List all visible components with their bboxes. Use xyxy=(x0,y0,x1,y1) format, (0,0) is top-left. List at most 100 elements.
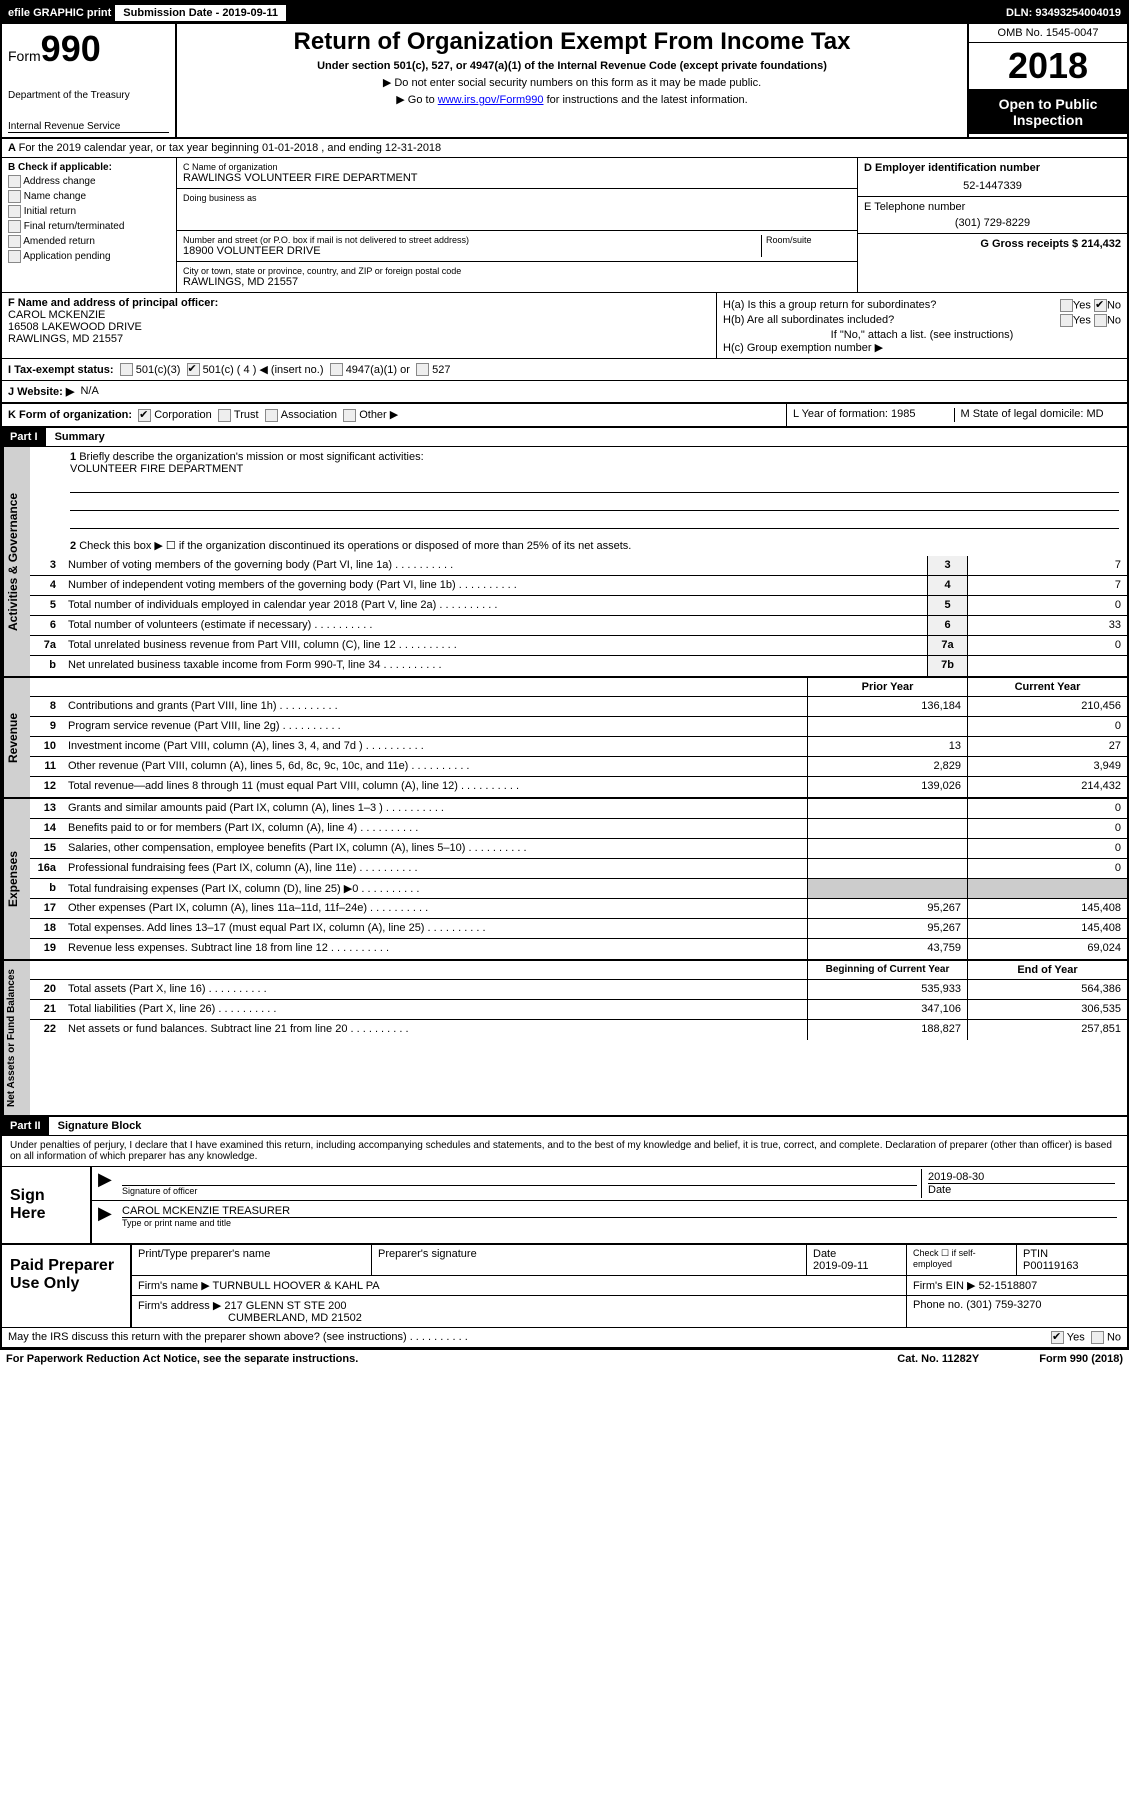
footer: For Paperwork Reduction Act Notice, see … xyxy=(0,1349,1129,1368)
col-c: C Name of organizationRAWLINGS VOLUNTEER… xyxy=(177,158,857,292)
officer-name: CAROL MCKENZIE xyxy=(8,309,710,321)
irs-label: Internal Revenue Service xyxy=(8,121,169,133)
state-domicile: M State of legal domicile: MD xyxy=(955,408,1122,422)
firm-phone: (301) 759-3270 xyxy=(966,1299,1041,1311)
firm-name: TURNBULL HOOVER & KAHL PA xyxy=(213,1280,380,1292)
col-b: B Check if applicable: Address change Na… xyxy=(2,158,177,292)
row-j: J Website: ▶ N/A xyxy=(2,381,1127,404)
instructions-link[interactable]: www.irs.gov/Form990 xyxy=(438,94,544,106)
checkbox-ha-yes[interactable] xyxy=(1060,299,1073,312)
table-row: 17Other expenses (Part IX, column (A), l… xyxy=(30,899,1127,919)
table-row: 3Number of voting members of the governi… xyxy=(30,556,1127,576)
checkbox-corp[interactable] xyxy=(138,409,151,422)
line1: 1 Briefly describe the organization's mi… xyxy=(30,447,1127,535)
mission: VOLUNTEER FIRE DEPARTMENT xyxy=(70,463,1119,475)
officer-name-title: CAROL MCKENZIE TREASURER xyxy=(122,1205,1117,1218)
form-number: 990 xyxy=(41,28,101,69)
table-row: 11Other revenue (Part VIII, column (A), … xyxy=(30,757,1127,777)
governance-section: Activities & Governance 1 Briefly descri… xyxy=(2,447,1127,678)
part2-header: Part II Signature Block xyxy=(2,1117,1127,1136)
form-title: Return of Organization Exempt From Incom… xyxy=(185,28,959,56)
table-row: 20Total assets (Part X, line 16) 535,933… xyxy=(30,980,1127,1000)
table-row: 12Total revenue—add lines 8 through 11 (… xyxy=(30,777,1127,797)
note-link: ▶ Go to www.irs.gov/Form990 for instruct… xyxy=(185,93,959,106)
arrow-icon: ▶ xyxy=(98,1203,118,1230)
telephone: (301) 729-8229 xyxy=(864,217,1121,229)
table-row: 10Investment income (Part VIII, column (… xyxy=(30,737,1127,757)
line2: 2 Check this box ▶ ☐ if the organization… xyxy=(30,535,1127,556)
header-center: Return of Organization Exempt From Incom… xyxy=(177,24,967,137)
table-row: 22Net assets or fund balances. Subtract … xyxy=(30,1020,1127,1040)
checkbox-final[interactable] xyxy=(8,220,21,233)
checkbox-discuss-no[interactable] xyxy=(1091,1331,1104,1344)
header-right: OMB No. 1545-0047 2018 Open to Public In… xyxy=(967,24,1127,137)
table-row: bTotal fundraising expenses (Part IX, co… xyxy=(30,879,1127,899)
table-row: 21Total liabilities (Part X, line 26) 34… xyxy=(30,1000,1127,1020)
table-row: 5Total number of individuals employed in… xyxy=(30,596,1127,616)
gross-receipts: G Gross receipts $ 214,432 xyxy=(980,238,1121,250)
revenue-section: Revenue Prior YearCurrent Year 8Contribu… xyxy=(2,678,1127,799)
checkbox-501c3[interactable] xyxy=(120,363,133,376)
paid-preparer-row: Paid Preparer Use Only Print/Type prepar… xyxy=(2,1243,1127,1327)
net-assets-section: Net Assets or Fund Balances Beginning of… xyxy=(2,961,1127,1117)
table-row: 19Revenue less expenses. Subtract line 1… xyxy=(30,939,1127,959)
checkbox-assoc[interactable] xyxy=(265,409,278,422)
checkbox-address[interactable] xyxy=(8,175,21,188)
year-formation: L Year of formation: 1985 xyxy=(793,408,955,422)
part1-header: Part I Summary xyxy=(2,428,1127,447)
table-row: 6Total number of volunteers (estimate if… xyxy=(30,616,1127,636)
prep-date: 2019-09-11 xyxy=(813,1260,900,1272)
col-d-e-g: D Employer identification number52-14473… xyxy=(857,158,1127,292)
table-row: 9Program service revenue (Part VIII, lin… xyxy=(30,717,1127,737)
checkbox-pending[interactable] xyxy=(8,250,21,263)
subtitle: Under section 501(c), 527, or 4947(a)(1)… xyxy=(185,60,959,72)
tax-year: 2018 xyxy=(969,43,1127,90)
dln: DLN: 93493254004019 xyxy=(1006,7,1121,19)
row-a: A For the 2019 calendar year, or tax yea… xyxy=(2,139,1127,158)
form-container: efile GRAPHIC print Submission Date - 20… xyxy=(0,0,1129,1349)
expenses-section: Expenses 13Grants and similar amounts pa… xyxy=(2,799,1127,961)
table-row: 7aTotal unrelated business revenue from … xyxy=(30,636,1127,656)
row-k-l-m: K Form of organization: Corporation Trus… xyxy=(2,404,1127,428)
efile-label[interactable]: efile GRAPHIC print xyxy=(8,7,111,19)
checkbox-discuss-yes[interactable] xyxy=(1051,1331,1064,1344)
declaration: Under penalties of perjury, I declare th… xyxy=(2,1136,1127,1166)
table-row: 13Grants and similar amounts paid (Part … xyxy=(30,799,1127,819)
header: Form990 Department of the Treasury Inter… xyxy=(2,24,1127,139)
col-h: H(a) Is this a group return for subordin… xyxy=(717,293,1127,358)
officer-row: F Name and address of principal officer:… xyxy=(2,293,1127,359)
checkbox-501c[interactable] xyxy=(187,363,200,376)
section-b-d: B Check if applicable: Address change Na… xyxy=(2,158,1127,293)
checkbox-ha-no[interactable] xyxy=(1094,299,1107,312)
form-label: Form xyxy=(8,48,41,64)
sign-here-row: Sign Here ▶ Signature of officer 2019-08… xyxy=(2,1166,1127,1243)
checkbox-hb-no[interactable] xyxy=(1094,314,1107,327)
ptin: P00119163 xyxy=(1023,1260,1121,1272)
table-row: 4Number of independent voting members of… xyxy=(30,576,1127,596)
table-row: 8Contributions and grants (Part VIII, li… xyxy=(30,697,1127,717)
checkbox-527[interactable] xyxy=(416,363,429,376)
table-row: 18Total expenses. Add lines 13–17 (must … xyxy=(30,919,1127,939)
open-public: Open to Public Inspection xyxy=(969,90,1127,134)
top-bar: efile GRAPHIC print Submission Date - 20… xyxy=(2,2,1127,24)
street-address: 18900 VOLUNTEER DRIVE xyxy=(183,245,761,257)
ein: 52-1447339 xyxy=(864,180,1121,192)
checkbox-hb-yes[interactable] xyxy=(1060,314,1073,327)
firm-ein: 52-1518807 xyxy=(979,1280,1038,1292)
checkbox-initial[interactable] xyxy=(8,205,21,218)
city-state-zip: RAWLINGS, MD 21557 xyxy=(183,276,851,288)
header-left: Form990 Department of the Treasury Inter… xyxy=(2,24,177,137)
omb-number: OMB No. 1545-0047 xyxy=(969,24,1127,43)
checkbox-other[interactable] xyxy=(343,409,356,422)
checkbox-trust[interactable] xyxy=(218,409,231,422)
table-row: 15Salaries, other compensation, employee… xyxy=(30,839,1127,859)
checkbox-name[interactable] xyxy=(8,190,21,203)
table-row: 14Benefits paid to or for members (Part … xyxy=(30,819,1127,839)
department: Department of the Treasury xyxy=(8,90,169,101)
discuss-row: May the IRS discuss this return with the… xyxy=(2,1327,1127,1347)
sig-date: 2019-08-30 xyxy=(928,1171,1115,1183)
checkbox-amended[interactable] xyxy=(8,235,21,248)
submission-date: Submission Date - 2019-09-11 xyxy=(115,5,286,21)
arrow-icon: ▶ xyxy=(98,1169,118,1198)
checkbox-4947[interactable] xyxy=(330,363,343,376)
